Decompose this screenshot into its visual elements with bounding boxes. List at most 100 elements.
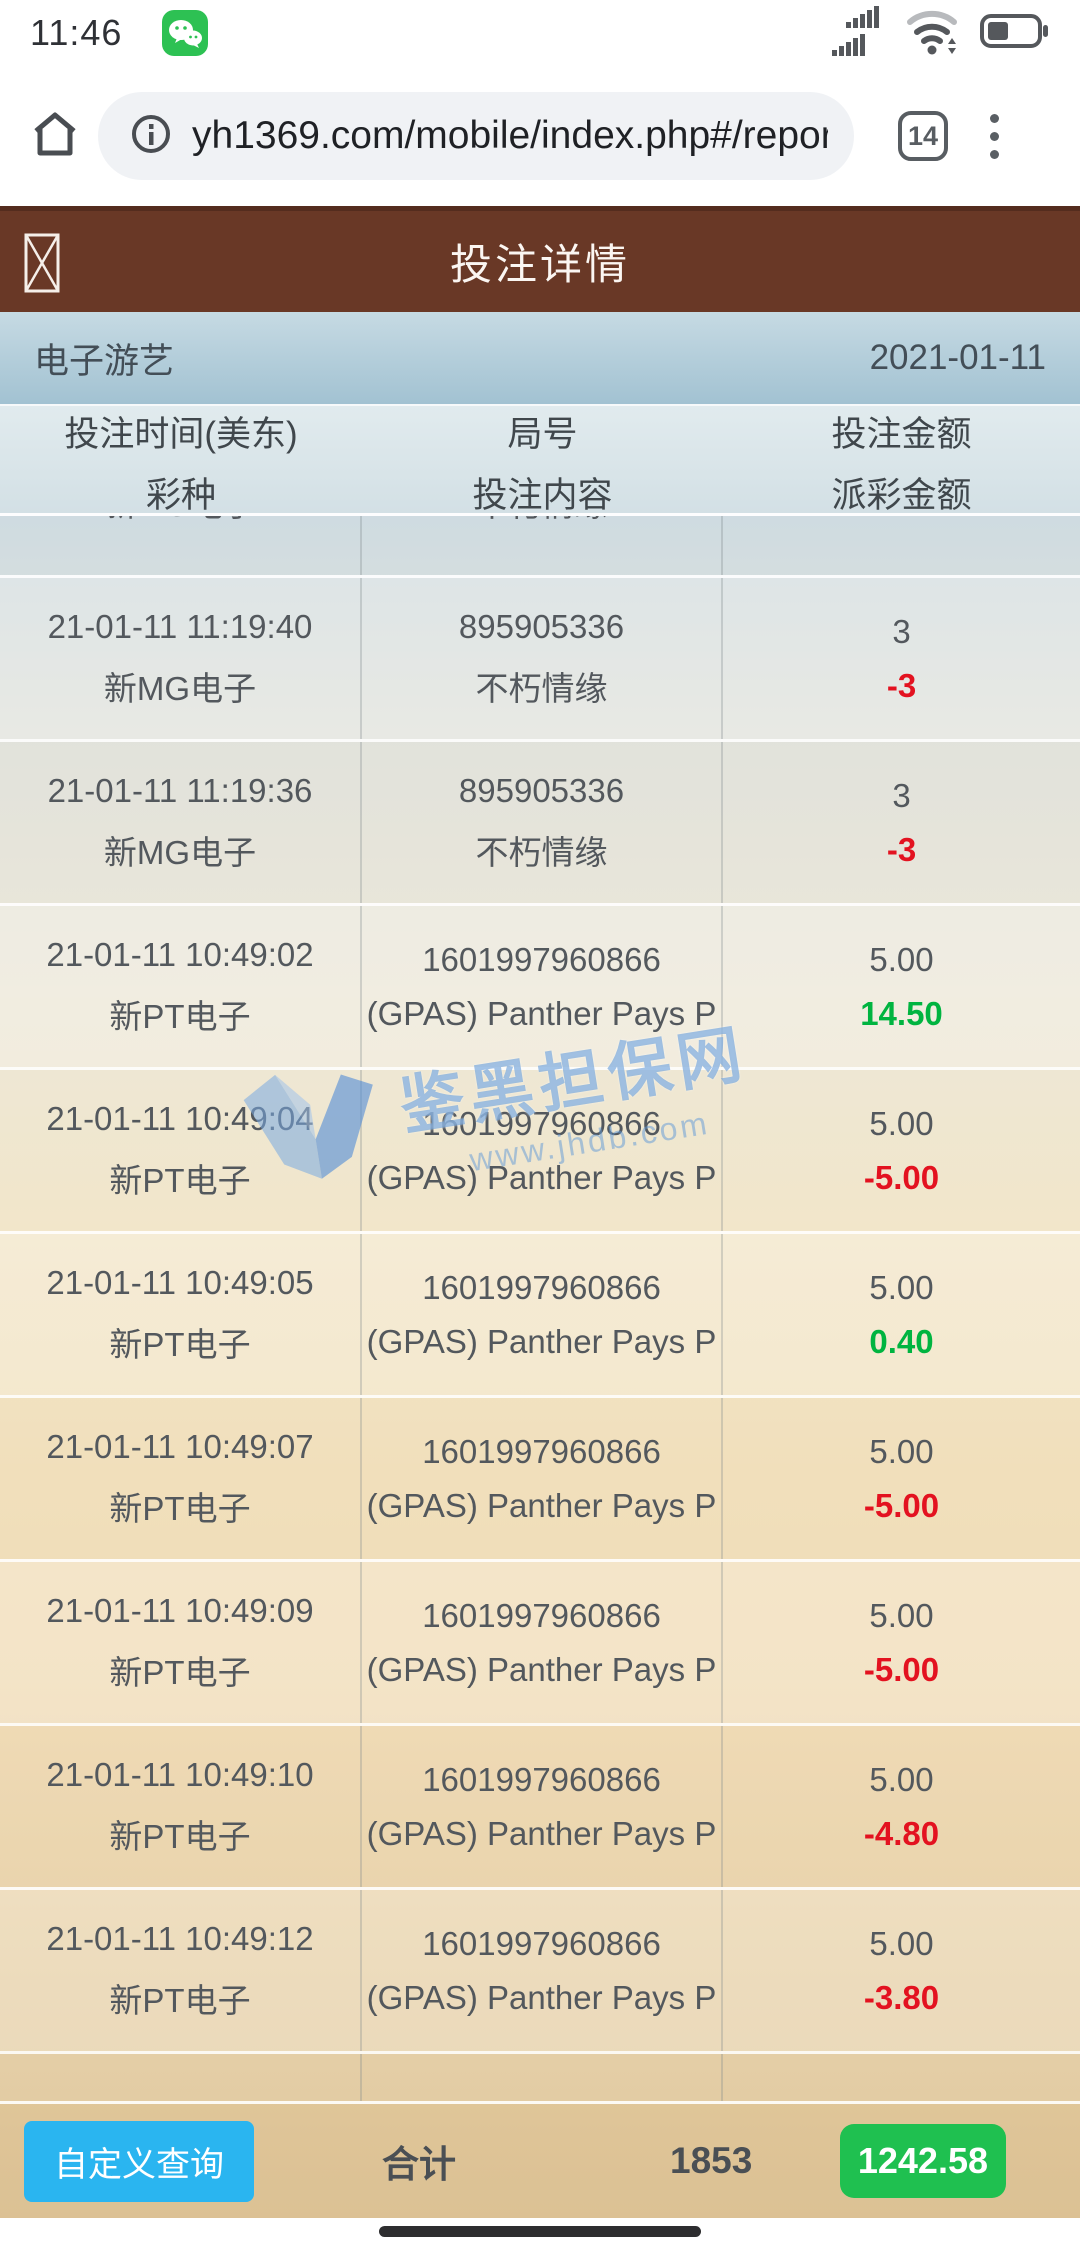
cell-amounts: 3 -3: [723, 742, 1080, 903]
payout-amount: -3.80: [863, 1978, 940, 2016]
bet-amount: 5.00: [869, 1268, 934, 1306]
bet-amount: 5.00: [869, 1432, 934, 1470]
table-row: 21-01-11 11:19:36 新MG电子 895905336 不朽情缘 3…: [0, 739, 1080, 903]
table-row: [0, 2051, 1080, 2101]
page-title: 投注详情: [449, 241, 630, 288]
cell-time-category: 21-01-11 10:49:12 新PT电子: [0, 1890, 362, 2051]
lottery-category: 新PT电子: [109, 1817, 251, 1855]
page-info-icon[interactable]: [130, 113, 172, 160]
cell-amounts: 5.00 0.40: [723, 1234, 1080, 1395]
table-row: 21-01-11 10:49:02 新PT电子 1601997960866 (G…: [0, 903, 1080, 1067]
cell-amounts: 3 -3: [723, 578, 1080, 739]
bet-time: 21-01-11 10:49:09: [46, 1591, 314, 1629]
cell-time-category: 21-01-11 11:19:40 新MG电子: [0, 578, 362, 739]
cell-round-content: 1601997960866 (GPAS) Panther Pays P: [362, 1890, 723, 2051]
address-bar[interactable]: yh1369.com/mobile/index.php#/report/de: [98, 92, 854, 180]
column-header-round: 局号 投注内容: [472, 415, 613, 515]
home-indicator[interactable]: [379, 2226, 701, 2237]
round-number: 1601997960866: [422, 1268, 661, 1306]
column-header-time: 投注时间(美东) 彩种: [64, 415, 298, 515]
table-row: 21-01-11 10:49:09 新PT电子 1601997960866 (G…: [0, 1559, 1080, 1723]
bet-time: 21-01-11 11:19:36: [47, 771, 313, 809]
bet-content: 不朽情缘: [475, 669, 608, 707]
lottery-category: 新PT电子: [109, 1325, 251, 1363]
cell-round-content: 895905336 不朽情缘: [362, 742, 723, 903]
cell-amounts: [723, 2054, 1080, 2101]
payout-amount: -3: [887, 516, 916, 521]
cell-round-content: 1601997960866 (GPAS) Panther Pays P: [362, 1726, 723, 1887]
bet-time: 21-01-11 10:49:05: [46, 1263, 314, 1301]
table-row: 21-01-11 10:49:10 新PT电子 1601997960866 (G…: [0, 1723, 1080, 1887]
bet-content: (GPAS) Panther Pays P: [366, 994, 717, 1032]
bet-amount: 5.00: [869, 1104, 934, 1142]
bet-amount: 3: [892, 776, 911, 814]
cell-round-content: 1601997960866 (GPAS) Panther Pays P: [362, 1398, 723, 1559]
lottery-category: 新PT电子: [109, 1981, 251, 2019]
total-label: 合计: [382, 2144, 456, 2185]
payout-amount: 14.50: [860, 994, 943, 1032]
tab-switcher-button[interactable]: 14: [898, 111, 948, 161]
cell-time-category: 21-01-11 10:49:09 新PT电子: [0, 1562, 362, 1723]
bet-table-body[interactable]: 新MG电子 不朽情缘 -3 21-01-11 11:19:40 新MG电子 89…: [0, 516, 1080, 2101]
cell-time-category: 21-01-11 10:49:05 新PT电子: [0, 1234, 362, 1395]
report-body: 新MG电子 不朽情缘 -3 21-01-11 11:19:40 新MG电子 89…: [0, 516, 1080, 2218]
lottery-category: 新PT电子: [109, 997, 251, 1035]
cell-round-content: 不朽情缘: [362, 516, 723, 575]
cell-time-category: 21-01-11 10:49:04 新PT电子: [0, 1070, 362, 1231]
cell-round-content: 895905336 不朽情缘: [362, 578, 723, 739]
cell-amounts: 5.00 -5.00: [723, 1398, 1080, 1559]
wechat-icon: [162, 10, 209, 56]
cell-amounts: -3: [723, 516, 1080, 575]
lottery-category: 新MG电子: [103, 833, 257, 871]
round-number: 1601997960866: [422, 940, 661, 978]
bet-amount: 3: [892, 612, 911, 650]
app-header: 投注详情: [0, 206, 1080, 312]
payout-amount: 0.40: [869, 1322, 934, 1360]
lottery-category: 新PT电子: [109, 1161, 251, 1199]
payout-amount: -3: [886, 666, 917, 704]
bet-time: 21-01-11 10:49:10: [46, 1755, 314, 1793]
status-bar: 11:46: [0, 0, 1080, 66]
column-header-amount: 投注金额 派彩金额: [831, 415, 972, 515]
cell-round-content: [362, 2054, 723, 2101]
lottery-category: 新MG电子: [104, 516, 256, 526]
table-row: 21-01-11 10:49:04 新PT电子 1601997960866 (G…: [0, 1067, 1080, 1231]
cell-amounts: 5.00 -4.80: [723, 1726, 1080, 1887]
cell-amounts: 5.00 14.50: [723, 906, 1080, 1067]
cell-signal-icon: [830, 4, 888, 63]
total-amount-badge: 1242.58: [839, 2124, 1006, 2198]
cell-time-category: 21-01-11 10:49:02 新PT电子: [0, 906, 362, 1067]
bet-content: (GPAS) Panther Pays P: [366, 1650, 717, 1688]
bet-time: 21-01-11 11:19:40: [47, 607, 313, 645]
category-label: 电子游艺: [34, 341, 175, 381]
back-button[interactable]: [24, 233, 60, 298]
cell-time-category: 21-01-11 10:49:07 新PT电子: [0, 1398, 362, 1559]
wifi-icon: [906, 6, 962, 61]
table-header: 投注时间(美东) 彩种 局号 投注内容 投注金额 派彩金额: [0, 404, 1080, 516]
url-text[interactable]: yh1369.com/mobile/index.php#/report/de: [192, 114, 828, 157]
filter-bar: 电子游艺 2021-01-11: [0, 312, 1080, 404]
bet-content: (GPAS) Panther Pays P: [366, 1158, 717, 1196]
cell-round-content: 1601997960866 (GPAS) Panther Pays P: [362, 1070, 723, 1231]
overflow-menu-icon[interactable]: [990, 113, 999, 159]
bet-time: 21-01-11 10:49:07: [46, 1427, 314, 1465]
custom-query-button[interactable]: 自定义查询: [24, 2120, 254, 2202]
cell-amounts: 5.00 -5.00: [723, 1562, 1080, 1723]
round-number: 1601997960866: [422, 1596, 661, 1634]
round-number: 1601997960866: [422, 1760, 661, 1798]
bet-amount: 5.00: [869, 940, 934, 978]
payout-amount: -4.80: [863, 1814, 940, 1852]
lottery-category: 新PT电子: [109, 1653, 251, 1691]
table-row: 新MG电子 不朽情缘 -3: [0, 516, 1080, 575]
home-icon[interactable]: [28, 107, 82, 166]
bet-amount: 5.00: [869, 1924, 934, 1962]
table-row: 21-01-11 10:49:12 新PT电子 1601997960866 (G…: [0, 1887, 1080, 2051]
bet-content: (GPAS) Panther Pays P: [366, 1322, 717, 1360]
round-number: 1601997960866: [422, 1432, 661, 1470]
cell-round-content: 1601997960866 (GPAS) Panther Pays P: [362, 1234, 723, 1395]
bet-time: 21-01-11 10:49:12: [46, 1919, 314, 1957]
bet-time: 21-01-11 10:49:04: [46, 1099, 314, 1137]
bet-content: (GPAS) Panther Pays P: [366, 1814, 717, 1852]
summary-footer: 自定义查询 合计 1853 1242.58: [0, 2101, 1080, 2218]
cell-amounts: 5.00 -3.80: [723, 1890, 1080, 2051]
